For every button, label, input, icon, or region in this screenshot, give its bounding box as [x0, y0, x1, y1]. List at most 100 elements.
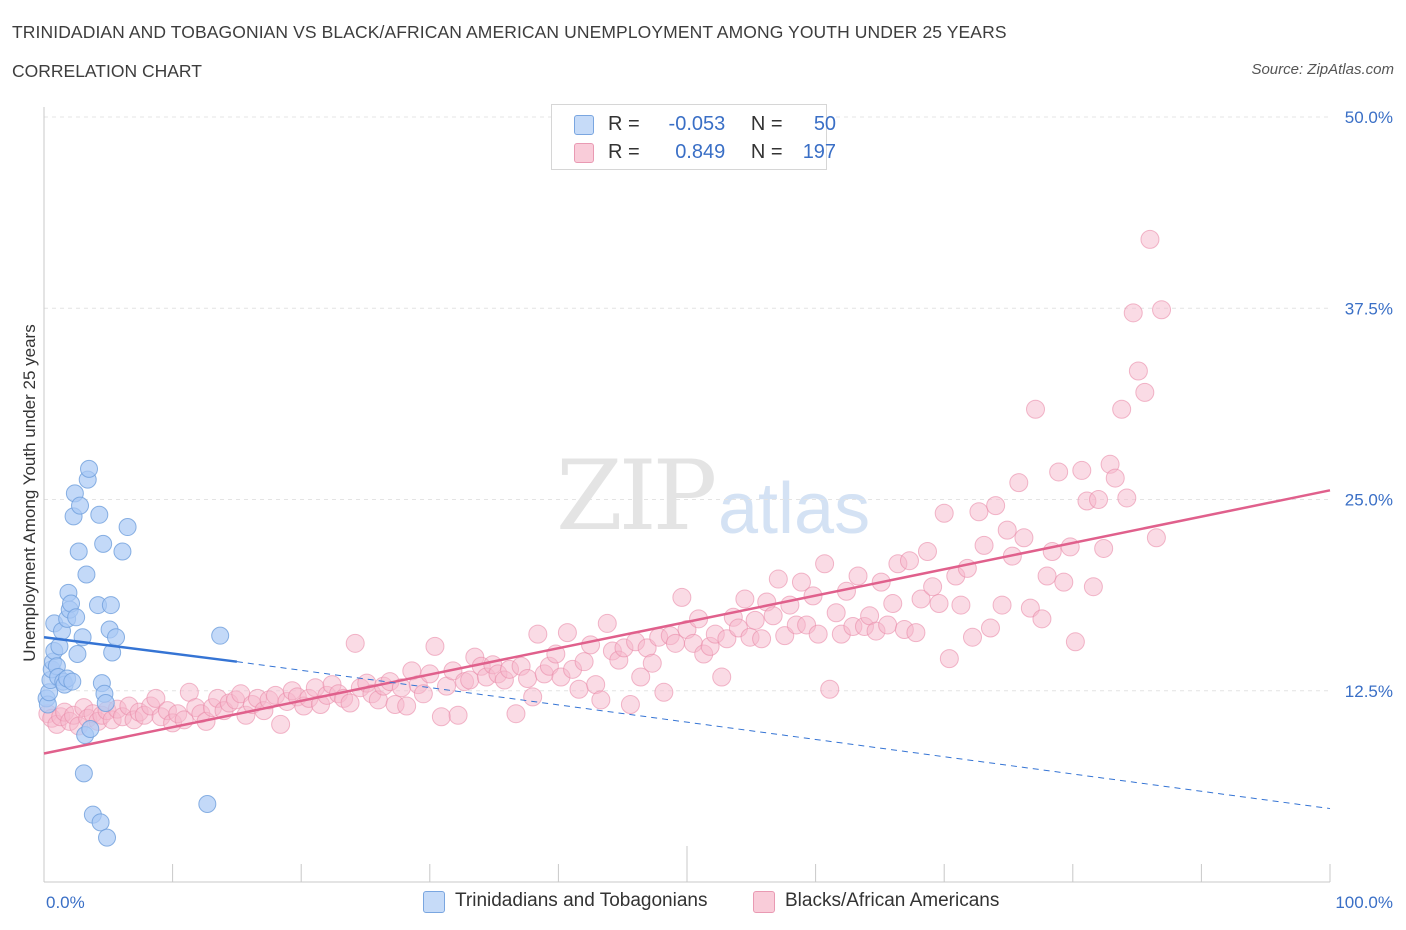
data-point-black [1009, 473, 1029, 493]
data-point-black [1094, 538, 1114, 558]
data-point-black [763, 606, 783, 626]
data-point-black [1146, 528, 1166, 548]
data-point-black [917, 542, 937, 562]
data-point-black [1060, 537, 1080, 557]
data-point-black [1054, 572, 1074, 592]
data-point-black [448, 705, 468, 725]
data-point-black [1152, 300, 1172, 320]
data-point-black [745, 610, 765, 630]
data-point-black [672, 587, 692, 607]
data-point-black [951, 595, 971, 615]
data-point-black [808, 624, 828, 644]
data-point-trinidadian [107, 628, 126, 647]
legend-label: Blacks/African Americans [785, 890, 1000, 911]
stats-legend: R = -0.053 N = 50 R = 0.849 N = 197 [551, 104, 836, 170]
data-point-black [1072, 460, 1092, 480]
legend-swatch-blue [423, 891, 445, 913]
y-tick-label: 50.0% [1345, 108, 1393, 127]
data-point-black [591, 690, 611, 710]
data-point-black [939, 649, 959, 669]
n-value: 197 [802, 141, 837, 163]
data-point-trinidadian [211, 626, 230, 645]
data-point-trinidadian [71, 496, 90, 515]
y-tick-label: 12.5% [1345, 682, 1393, 701]
data-point-black [986, 496, 1006, 516]
r-label: R = [608, 113, 640, 135]
data-point-black [768, 569, 788, 589]
data-point-black [597, 613, 617, 633]
data-point-black [1032, 609, 1052, 629]
data-point-trinidadian [90, 505, 109, 524]
data-point-black [345, 633, 365, 653]
data-point-trinidadian [101, 596, 120, 615]
data-point-black [1089, 490, 1109, 509]
data-point-trinidadian [63, 672, 82, 691]
data-point-trinidadian [91, 813, 110, 832]
data-point-black [1117, 488, 1137, 508]
x-tick-label: 0.0% [46, 893, 85, 912]
data-point-black [980, 618, 1000, 638]
data-point-trinidadian [113, 542, 132, 561]
data-point-black [1026, 399, 1046, 419]
n-value: 50 [813, 113, 837, 135]
data-point-black [1014, 528, 1034, 548]
data-point-black [1140, 229, 1160, 249]
y-tick-label: 37.5% [1345, 299, 1393, 318]
data-point-black [815, 554, 835, 574]
trend-line-trinidadian [43, 635, 238, 663]
data-point-black [934, 503, 954, 523]
data-point-black [752, 629, 772, 649]
data-point-black [631, 667, 651, 687]
data-point-trinidadian [67, 608, 86, 627]
n-label: N = [750, 113, 783, 135]
data-point-black [425, 636, 445, 656]
data-point-trinidadian [118, 518, 137, 537]
data-point-black [506, 704, 526, 724]
data-point-trinidadian [74, 764, 93, 783]
data-point-black [620, 695, 640, 715]
data-point-black [271, 714, 291, 734]
data-point-black [574, 652, 594, 672]
data-point-black [146, 688, 166, 708]
chart-title: TRINIDADIAN AND TOBAGONIAN VS BLACK/AFRI… [12, 22, 1007, 42]
data-point-black [735, 589, 755, 609]
data-point-trinidadian [68, 645, 87, 664]
chart-subtitle: CORRELATION CHART [12, 61, 202, 81]
data-point-black [883, 594, 903, 614]
data-point-black [899, 551, 919, 571]
data-point-black [997, 520, 1017, 540]
data-point-black [642, 653, 662, 673]
data-point-black [431, 707, 451, 727]
legend-label: Trinidadians and Tobagonians [455, 890, 708, 911]
data-point-black [820, 679, 840, 699]
data-point-black [848, 566, 868, 586]
data-point-black [962, 627, 982, 647]
data-point-black [712, 667, 732, 687]
data-point-black [969, 502, 989, 522]
y-axis-title: Unemployment Among Youth under 25 years [20, 324, 39, 662]
x-tick-label: 100.0% [1335, 893, 1393, 912]
trend-line-trinidadian-extension [236, 661, 1331, 810]
data-point-trinidadian [96, 693, 115, 712]
data-point-black [911, 589, 931, 609]
data-point-black [1128, 361, 1148, 381]
watermark-zip: ZIP [556, 440, 717, 552]
source-label: Source: ZipAtlas.com [1251, 61, 1394, 78]
data-point-black [878, 615, 898, 635]
n-label: N = [750, 141, 783, 163]
stats-swatch-blue [574, 115, 594, 135]
data-point-black [340, 693, 360, 713]
data-point-black [1123, 303, 1143, 323]
y-tick-label: 25.0% [1345, 491, 1393, 510]
data-point-black [1049, 462, 1069, 482]
data-point-black [1112, 399, 1132, 419]
data-point-black [826, 603, 846, 623]
data-point-black [906, 623, 926, 643]
data-point-black [791, 572, 811, 592]
data-point-black [1135, 382, 1155, 402]
legend-swatch-pink [753, 891, 775, 913]
data-point-black [523, 687, 543, 707]
data-point-trinidadian [77, 565, 96, 584]
data-point-trinidadian [98, 828, 117, 847]
